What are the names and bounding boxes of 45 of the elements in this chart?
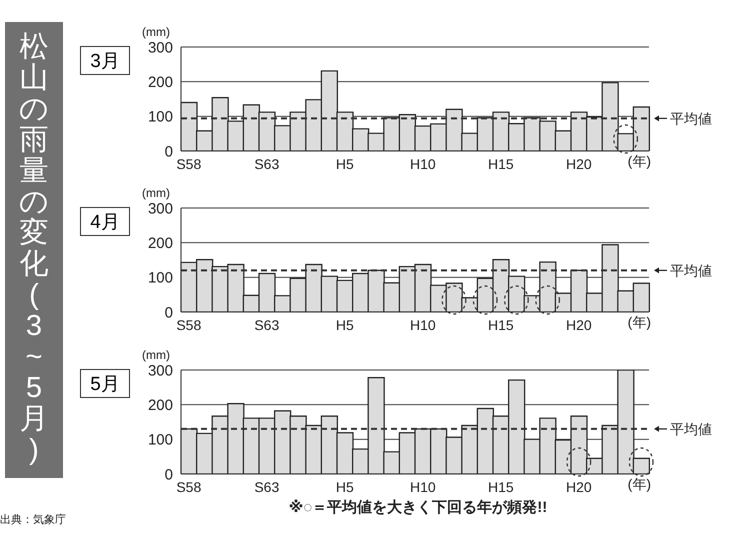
y-tick-label: 0 — [164, 304, 173, 322]
x-tick-label: S58 — [176, 478, 202, 495]
ref-line-label: 平均値 — [670, 262, 712, 278]
x-tick-label: H5 — [336, 316, 354, 333]
y-tick-label: 100 — [148, 432, 173, 449]
y-tick-label: 0 — [164, 466, 173, 484]
y-tick-label: 100 — [148, 270, 173, 287]
x-tick-label: H15 — [488, 316, 514, 333]
y-axis-title: (mm) — [142, 348, 170, 362]
x-tick-label: H15 — [488, 478, 514, 495]
x-tick-label: H20 — [566, 316, 592, 333]
chart-title: 松山の雨量の変化(3~5月) — [19, 31, 49, 466]
y-tick-label: 200 — [148, 234, 173, 252]
x-tick-label: S63 — [254, 156, 280, 172]
y-axis-title: (mm) — [142, 25, 170, 39]
y-tick-label: 300 — [148, 362, 173, 380]
x-tick-label: H15 — [488, 156, 514, 172]
x-tick-label: H10 — [410, 316, 436, 333]
x-tick-label: S63 — [254, 478, 280, 495]
x-tick-label: H20 — [566, 156, 592, 172]
x-tick-label: H10 — [410, 478, 436, 495]
x-axis-title: (年) — [628, 476, 651, 492]
chart-title: 5月 — [80, 369, 130, 398]
chart-title: 4月 — [80, 207, 130, 236]
source-note: 出典：気象庁 — [0, 512, 66, 527]
y-axis-title: (mm) — [142, 186, 170, 200]
y-tick-label: 100 — [148, 108, 173, 126]
y-tick-label: 200 — [148, 396, 173, 414]
x-tick-label: S58 — [176, 156, 202, 172]
x-tick-label: H5 — [336, 478, 354, 495]
x-tick-label: H5 — [336, 156, 354, 172]
x-axis-title: (年) — [628, 153, 651, 169]
x-tick-label: H20 — [566, 478, 592, 495]
y-tick-label: 0 — [164, 143, 173, 160]
x-axis-title: (年) — [628, 314, 651, 330]
y-tick-label: 300 — [148, 39, 173, 56]
x-tick-label: H10 — [410, 156, 436, 172]
ref-line-label: 平均値 — [670, 110, 712, 126]
x-tick-label: S58 — [176, 316, 202, 333]
chart-title: 3月 — [80, 46, 130, 75]
y-tick-label: 200 — [148, 74, 173, 91]
x-tick-label: S63 — [254, 316, 280, 333]
y-tick-label: 300 — [148, 200, 173, 218]
text: ※◌＝平均値を大きく下回る年が頻発!! — [288, 498, 548, 517]
ref-line-label: 平均値 — [670, 420, 712, 437]
